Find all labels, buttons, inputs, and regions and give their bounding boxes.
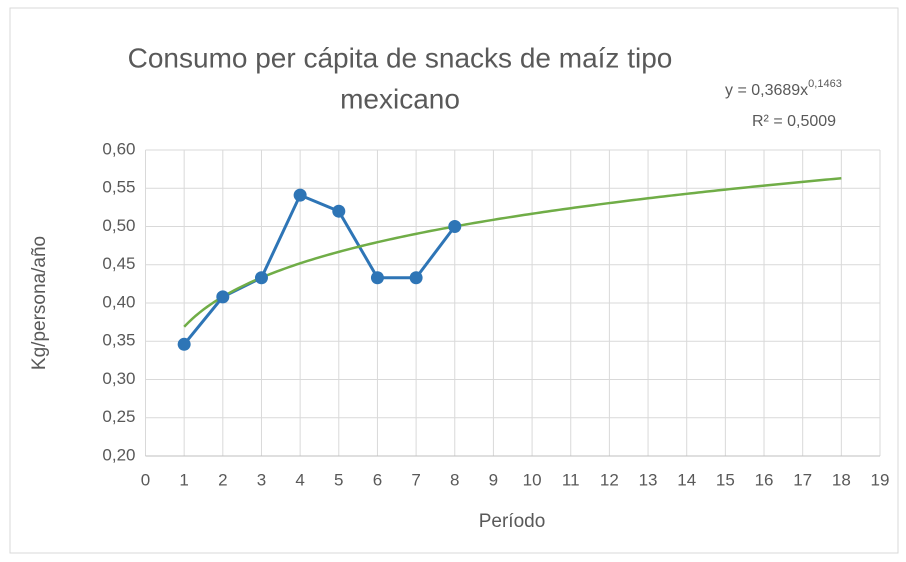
marker — [254, 271, 268, 285]
x-tick-label: 16 — [755, 470, 774, 489]
r-squared: R² = 0,5009 — [752, 113, 836, 130]
x-tick-label: 1 — [179, 470, 188, 489]
x-tick-label: 14 — [677, 470, 696, 489]
x-tick-label: 6 — [373, 470, 382, 489]
trendline — [183, 177, 842, 328]
x-tick-label: 19 — [871, 470, 890, 489]
x-tick-label: 15 — [716, 470, 735, 489]
x-tick-label: 9 — [489, 470, 498, 489]
x-tick-label: 12 — [600, 470, 619, 489]
chart-title: Consumo per cápita de snacks de maíz tip… — [128, 42, 673, 73]
y-tick-label: 0,25 — [102, 407, 135, 426]
x-tick-label: 2 — [218, 470, 227, 489]
y-tick-label: 0,60 — [102, 139, 135, 158]
marker — [409, 271, 423, 285]
x-tick-label: 8 — [450, 470, 459, 489]
y-tick-label: 0,30 — [102, 369, 135, 388]
trendline-equation: y = 0,3689x0,1463 — [725, 78, 842, 99]
x-axis-label: Período — [479, 511, 546, 532]
x-tick-label: 11 — [562, 470, 580, 489]
x-tick-label: 5 — [334, 470, 343, 489]
x-tick-label: 4 — [295, 470, 304, 489]
x-tick-label: 10 — [523, 470, 542, 489]
marker — [216, 290, 230, 304]
y-tick-label: 0,35 — [102, 331, 135, 350]
x-tick-label: 18 — [832, 470, 851, 489]
equation-exponent: 0,1463 — [808, 78, 842, 90]
y-tick-label: 0,55 — [102, 178, 135, 197]
marker — [448, 220, 462, 233]
y-tick-label: 0,20 — [102, 445, 135, 464]
marker — [293, 188, 307, 202]
chart-title: mexicano — [340, 83, 460, 114]
y-tick-label: 0,40 — [102, 292, 135, 311]
y-tick-label: 0,50 — [102, 216, 135, 235]
x-tick-label: 0 — [141, 470, 150, 489]
x-tick-label: 3 — [257, 470, 266, 489]
marker — [370, 271, 384, 285]
x-tick-label: 7 — [411, 470, 420, 489]
y-axis-label: Kg/persona/año — [29, 236, 50, 370]
x-tick-label: 17 — [793, 470, 812, 489]
chart-border — [9, 7, 899, 554]
marker — [177, 337, 191, 351]
y-tick-label: 0,45 — [102, 254, 135, 273]
x-tick-label: 13 — [639, 470, 658, 489]
equation: y = 0,3689x — [725, 82, 808, 99]
marker — [332, 204, 346, 218]
